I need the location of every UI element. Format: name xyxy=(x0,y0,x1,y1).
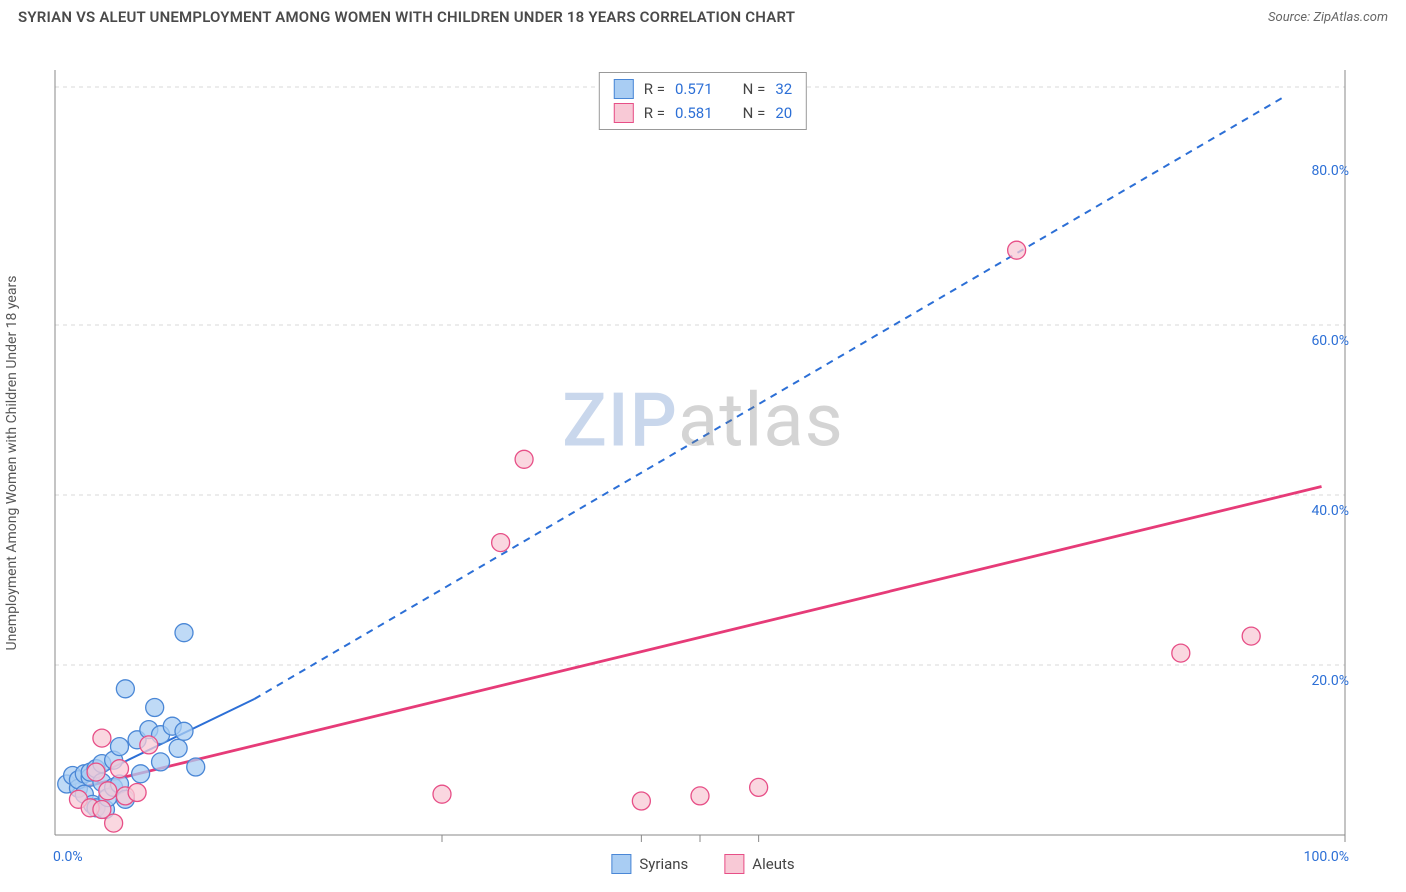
svg-text:20.0%: 20.0% xyxy=(1311,673,1349,689)
chart-title: SYRIAN VS ALEUT UNEMPLOYMENT AMONG WOMEN… xyxy=(18,8,795,26)
svg-text:40.0%: 40.0% xyxy=(1311,503,1349,519)
series-legend: Syrians Aleuts xyxy=(611,854,794,874)
legend-swatch xyxy=(614,79,634,99)
series-legend-item: Syrians xyxy=(611,854,688,874)
correlation-legend-row: R =0.581N =20 xyxy=(600,101,806,125)
svg-text:60.0%: 60.0% xyxy=(1311,333,1349,349)
correlation-legend-row: R =0.571N =32 xyxy=(600,77,806,101)
svg-text:0.0%: 0.0% xyxy=(53,849,83,865)
chart-source: Source: ZipAtlas.com xyxy=(1268,10,1388,25)
legend-swatch xyxy=(724,854,744,874)
series-legend-item: Aleuts xyxy=(724,854,794,874)
legend-swatch xyxy=(611,854,631,874)
correlation-legend: R =0.571N =32R =0.581N =20 xyxy=(599,72,807,130)
chart-header: SYRIAN VS ALEUT UNEMPLOYMENT AMONG WOMEN… xyxy=(0,0,1406,30)
svg-text:100.0%: 100.0% xyxy=(1304,849,1349,865)
legend-swatch xyxy=(614,103,634,123)
chart-area: Unemployment Among Women with Children U… xyxy=(0,30,1406,880)
y-axis-label: Unemployment Among Women with Children U… xyxy=(4,276,20,651)
scatter-plot-svg: 20.0% 40.0% 60.0% 80.0% 100.0% 0.0% xyxy=(0,30,1406,880)
svg-text:80.0%: 80.0% xyxy=(1311,163,1349,179)
